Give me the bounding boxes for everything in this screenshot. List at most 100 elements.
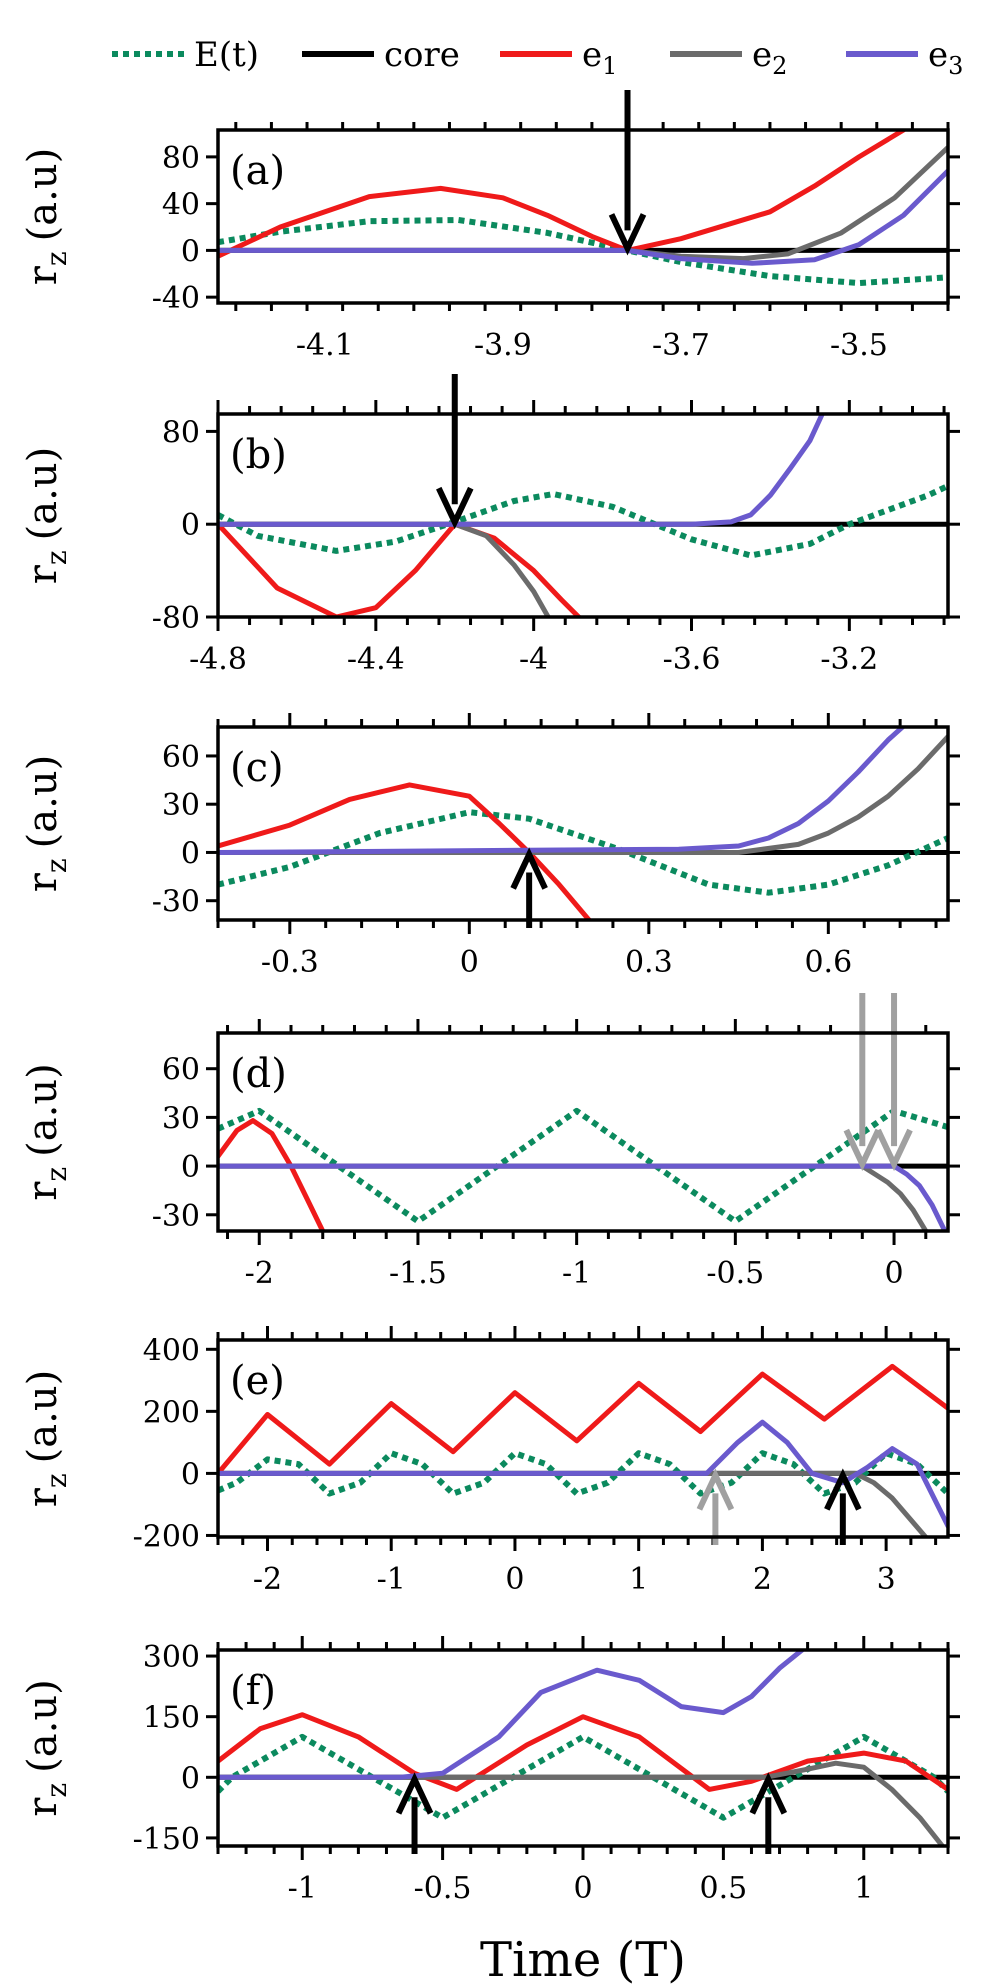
- y-tick-label: 300: [143, 1640, 200, 1675]
- arrow-up: [395, 1772, 434, 1854]
- x-tick-label: -3.5: [830, 328, 888, 363]
- x-tick-label: -0.5: [706, 1256, 764, 1291]
- panel-b: -4.8 -4.4 -4 -3.6 -3.2 -80 0 80 rz (a.u) (b): [20, 374, 960, 677]
- y-axis-label-unit: (a.u): [20, 1370, 66, 1464]
- y-tick-label: 80: [162, 415, 200, 450]
- y-axis-label-symbol: r: [20, 1797, 66, 1817]
- y-axis-label-symbol: r: [20, 564, 66, 584]
- arrow-down: [436, 374, 474, 530]
- legend-entry-e2: e2: [670, 35, 787, 80]
- panel-a: -4.1 -3.9 -3.7 -3.5 -40 0 40 80 rz (a.u) (a): [20, 90, 960, 363]
- arrow-head: [696, 1468, 735, 1511]
- arrow-head: [436, 486, 474, 530]
- axes-frame: [216, 412, 950, 619]
- arrow-up: [696, 1468, 735, 1545]
- y-axis-label: rz (a.u): [20, 148, 73, 285]
- legend-label-e3: e3: [928, 35, 963, 80]
- arrow-head: [875, 1128, 913, 1172]
- x-axis-label: Time (T): [480, 1932, 686, 1984]
- y-tick-label: -200: [133, 1519, 200, 1554]
- axes-frame: [216, 1031, 950, 1233]
- arrow-up: [824, 1468, 862, 1545]
- legend: E(t) core e1 e2 e3: [112, 35, 963, 80]
- x-tick-label: 0: [460, 945, 479, 980]
- series-e3: [218, 727, 907, 855]
- y-tick-label: -30: [152, 885, 200, 920]
- arrow-head: [608, 213, 647, 256]
- y-tick-label: 30: [162, 1101, 200, 1136]
- panel-label: (e): [230, 1358, 285, 1404]
- plot-area: [218, 414, 948, 617]
- panel-label: (c): [230, 745, 284, 791]
- y-axis-label-subscript: z: [40, 1167, 73, 1182]
- legend-label-core: core: [384, 35, 460, 75]
- x-tick-label: -2: [245, 1256, 274, 1291]
- series-E: [218, 1733, 948, 1821]
- y-axis-label: rz (a.u): [20, 1063, 73, 1200]
- y-axis-label-unit: (a.u): [20, 755, 66, 849]
- series-e3: [218, 1419, 948, 1529]
- arrow-down: [843, 993, 882, 1172]
- panel-label: (a): [230, 148, 285, 194]
- series-e2: [218, 1163, 929, 1231]
- y-axis-label: rz (a.u): [20, 1370, 73, 1507]
- series-e1: [218, 1118, 326, 1231]
- y-tick-label: -80: [152, 601, 200, 636]
- axes-frame: [216, 1338, 950, 1539]
- y-axis-label-subscript: z: [40, 251, 73, 266]
- y-tick-label: 0: [181, 1761, 200, 1796]
- arrow-head: [395, 1772, 434, 1815]
- plot-area: [218, 727, 948, 920]
- plot-area: [218, 130, 948, 287]
- series-e3: [218, 1163, 948, 1231]
- series-E: [218, 483, 948, 559]
- legend-entry-E: E(t): [112, 35, 259, 75]
- y-tick-label: 150: [143, 1701, 200, 1736]
- y-tick-label: 0: [181, 508, 200, 543]
- series-e1: [218, 1363, 948, 1476]
- series-e2: [218, 1760, 945, 1846]
- x-tick-label: 3: [877, 1562, 896, 1597]
- y-tick-label: 60: [162, 1053, 200, 1088]
- x-tick-label: -1: [377, 1562, 406, 1597]
- series-E: [218, 809, 948, 896]
- y-tick-label: -40: [152, 281, 200, 316]
- arrow-down: [875, 993, 913, 1172]
- x-tick-label: 0.5: [700, 1871, 748, 1906]
- y-axis-label-symbol: r: [20, 265, 66, 285]
- y-tick-label: 400: [143, 1333, 200, 1368]
- x-tick-label: -3.6: [663, 642, 721, 677]
- y-axis-label-symbol: r: [20, 1487, 66, 1507]
- panel-d: -2 -1.5 -1 -0.5 0 -30 0 30 60 rz (a.u) (d): [20, 993, 960, 1291]
- legend-entry-e1: e1: [500, 35, 617, 80]
- x-tick-label: 0: [505, 1562, 524, 1597]
- y-axis-label-unit: (a.u): [20, 1679, 66, 1773]
- y-axis-label-subscript: z: [40, 1473, 73, 1488]
- arrow-down: [608, 90, 647, 256]
- series-E: [218, 1450, 948, 1497]
- panel-label: (d): [230, 1051, 287, 1097]
- y-tick-label: 0: [181, 836, 200, 871]
- axes-frame: [216, 1648, 950, 1848]
- x-tick-label: -1: [562, 1256, 591, 1291]
- x-tick-label: -1: [288, 1871, 317, 1906]
- panel-f: -1 -0.5 0 0.5 1 -150 0 150 300 rz (a.u) (f): [20, 1636, 960, 1906]
- series-e1: [218, 782, 592, 920]
- plot-area: [218, 1363, 948, 1537]
- legend-label-e2: e2: [752, 35, 787, 80]
- y-tick-label: 40: [162, 188, 200, 223]
- arrow-head: [824, 1468, 862, 1511]
- series-e1: [218, 1712, 948, 1792]
- legend-subscript: 2: [772, 52, 787, 80]
- series-e2: [218, 1470, 929, 1537]
- series-e1: [218, 521, 583, 617]
- y-axis-label-unit: (a.u): [20, 148, 66, 242]
- y-tick-label: -30: [152, 1199, 200, 1234]
- x-tick-label: -2: [253, 1562, 282, 1597]
- axes-frame: [216, 725, 950, 922]
- panel-e: -2 -1 0 1 2 3 -200 0 200 400 rz (a.u) (e): [20, 1326, 960, 1597]
- y-tick-label: 0: [181, 234, 200, 269]
- legend-subscript: 1: [602, 52, 617, 80]
- x-tick-label: -4.8: [189, 642, 247, 677]
